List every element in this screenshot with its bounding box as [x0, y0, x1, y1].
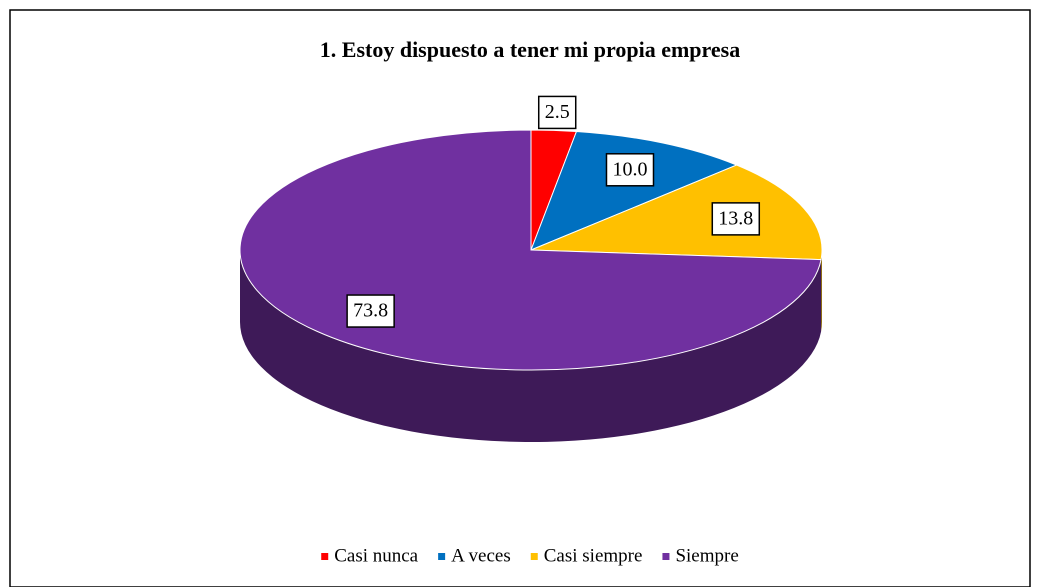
- value-label-text: 10.0: [612, 158, 647, 180]
- slice: [530, 164, 823, 261]
- chart-title: 1. Estoy dispuesto a tener mi propia emp…: [320, 37, 740, 62]
- value-label-text: 13.8: [718, 207, 753, 229]
- value-label-text: 2.5: [545, 101, 570, 123]
- legend-swatch: [321, 553, 329, 560]
- label-box: [605, 153, 655, 187]
- legend-text: Siempre: [675, 545, 738, 566]
- legend: Casi nunca A veces Casi siempre Siempre: [321, 545, 739, 566]
- legend-text: Casi nunca: [334, 545, 418, 566]
- legend-text: A veces: [451, 545, 511, 566]
- legend-swatch: [530, 553, 538, 560]
- legend-swatch: [438, 553, 446, 560]
- legend-swatch: [662, 553, 670, 560]
- value-label-text: 73.8: [353, 300, 388, 322]
- label-box: [537, 95, 577, 130]
- value-label: 73.8: [346, 294, 395, 328]
- value-label: 2.5: [537, 95, 577, 130]
- value-labels: 2.5 10.0 13.8 73.8: [346, 95, 761, 328]
- pie: [239, 129, 823, 442]
- legend-text: Casi siempre: [544, 545, 643, 566]
- value-label: 10.0: [605, 153, 655, 187]
- label-box: [346, 294, 395, 328]
- label-box: [711, 202, 761, 236]
- slice-side: [240, 250, 822, 442]
- slice: [530, 130, 738, 251]
- value-label: 13.8: [711, 202, 761, 236]
- slice-side: [821, 250, 823, 332]
